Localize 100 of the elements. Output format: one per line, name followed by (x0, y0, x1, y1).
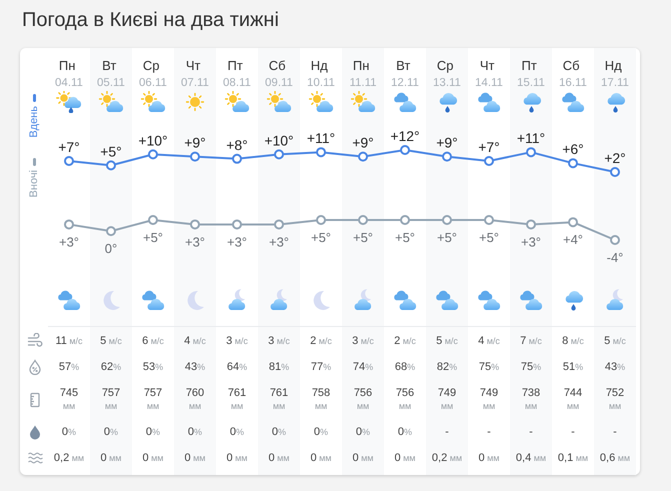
data-label: +3° (58, 234, 80, 250)
chart-title: Погода в Києві на два тижні (22, 9, 279, 32)
text: - (487, 426, 491, 438)
x-tick-label: Сб 16.11 (559, 58, 587, 89)
text: 75% (478, 360, 500, 372)
text: 4 м/с (478, 334, 500, 346)
data-label: +10° (264, 132, 294, 148)
point (106, 160, 116, 170)
text: 43% (604, 360, 626, 372)
data-label: +5° (436, 230, 458, 245)
text: 0% (230, 426, 244, 438)
text: 749 мм (438, 386, 456, 410)
text: - (529, 426, 533, 438)
text: 757 мм (102, 386, 120, 410)
point (316, 215, 326, 225)
text: 4 м/с (184, 334, 206, 346)
text: 745 мм (60, 386, 78, 410)
point (568, 217, 578, 228)
data-label: +7° (478, 139, 500, 155)
data-label: +7° (58, 139, 80, 155)
data-label: +9° (184, 134, 206, 151)
data-label: +11° (516, 130, 546, 146)
point (274, 149, 284, 160)
text: 74% (352, 360, 374, 372)
point (232, 219, 242, 230)
text: 64% (226, 360, 248, 372)
data-label: +5° (478, 230, 500, 245)
text: 0 мм (142, 452, 164, 464)
text: 2 м/с (394, 334, 416, 346)
data-label: +5° (352, 230, 374, 245)
point (316, 147, 326, 158)
text: 0,4 мм (516, 452, 546, 464)
text: 0,2 мм (432, 452, 462, 464)
x-tick-label: Пт 15.11 (517, 58, 545, 89)
point (106, 226, 116, 236)
text: 0% (146, 426, 160, 438)
data-label: +5° (394, 230, 416, 245)
text: 749 мм (480, 386, 498, 410)
point (442, 152, 452, 162)
text: 757 мм (144, 386, 162, 410)
data-label: +8° (226, 136, 248, 153)
data-label: +2° (604, 150, 626, 166)
text: 0,1 мм (558, 452, 588, 464)
data-label: +9° (436, 134, 458, 151)
legend-label: Вночі (28, 170, 40, 198)
point (484, 156, 494, 166)
text: 758 мм (312, 386, 330, 410)
point (400, 215, 410, 225)
point (274, 219, 284, 230)
text: 761 мм (228, 386, 246, 410)
data-label: -4° (606, 250, 624, 265)
data-label: +12° (390, 128, 420, 144)
text: 5 м/с (436, 334, 458, 346)
text: 744 мм (564, 386, 582, 410)
text: 3 м/с (352, 334, 374, 346)
point (64, 219, 74, 230)
text: 756 мм (396, 386, 414, 410)
point (400, 145, 410, 155)
data-label: +9° (352, 134, 374, 151)
point (610, 167, 620, 177)
text: 0% (398, 426, 412, 438)
point (148, 149, 158, 160)
text: 8 м/с (562, 334, 584, 346)
text: 0% (314, 426, 328, 438)
x-tick-label: Чт 07.11 (181, 58, 209, 89)
point (232, 154, 242, 164)
data-label: 0° (104, 241, 118, 256)
data-label: +4° (562, 232, 584, 248)
text: 7 м/с (520, 334, 542, 346)
data-label: +3° (268, 234, 290, 250)
text: 0 мм (184, 452, 206, 464)
data-label: +3° (184, 234, 206, 250)
text: 11 м/с (55, 334, 83, 346)
point (526, 219, 536, 230)
text: 0% (272, 426, 286, 438)
text: - (571, 426, 575, 438)
text: 0% (188, 426, 202, 438)
point (610, 235, 620, 245)
text: 0% (104, 426, 118, 438)
text: 81% (268, 360, 290, 372)
text: 2 м/с (310, 334, 332, 346)
x-tick-label: Вт 05.11 (97, 58, 125, 89)
text: 62% (100, 360, 122, 372)
text: 5 м/с (100, 334, 122, 346)
text: - (445, 426, 449, 438)
point (148, 215, 158, 225)
x-tick-label: Сб 09.11 (265, 58, 293, 89)
text: 51% (562, 360, 584, 372)
data-label: +5° (100, 143, 122, 160)
text: 0 мм (100, 452, 122, 464)
data-label: +10° (138, 132, 168, 148)
text: 53% (142, 360, 164, 372)
point (190, 152, 200, 162)
point (568, 158, 578, 168)
text: 756 мм (354, 386, 372, 410)
point (358, 215, 368, 225)
text: 3 м/с (268, 334, 290, 346)
x-tick-label: Нд 17.11 (601, 58, 629, 89)
x-tick-label: Ср 13.11 (433, 58, 461, 89)
text: 752 мм (606, 386, 624, 410)
